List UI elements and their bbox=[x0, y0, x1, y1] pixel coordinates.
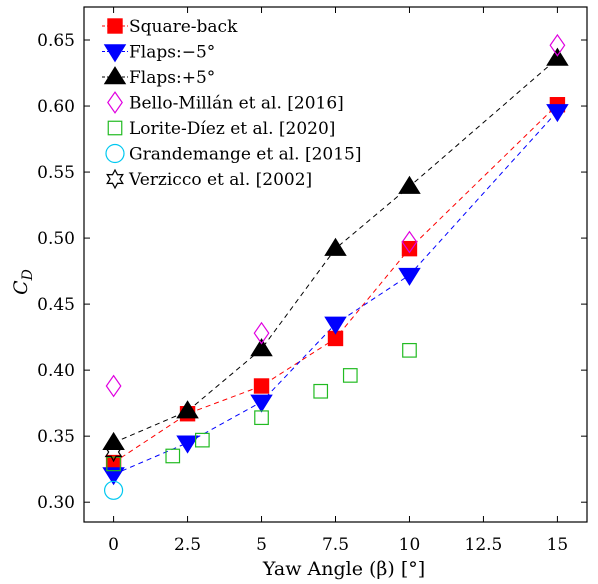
x-tick-label: 0 bbox=[108, 535, 119, 555]
x-axis-ticks: 0 2.5 5 7.5 10 12.5 15 bbox=[108, 7, 568, 555]
legend-marker-4 bbox=[107, 120, 123, 136]
y-tick-label: 0.45 bbox=[37, 295, 75, 315]
legend-marker-1 bbox=[103, 44, 127, 63]
data-point-s2-4 bbox=[398, 175, 421, 194]
data-point-s1-1 bbox=[176, 435, 199, 454]
y-tick-label: 0.60 bbox=[37, 97, 75, 117]
x-tick-label: 5 bbox=[256, 535, 267, 555]
data-point-s5-0 bbox=[103, 480, 124, 500]
data-point-s1-2 bbox=[250, 394, 273, 413]
y-tick-label: 0.65 bbox=[37, 31, 75, 51]
legend-label-3: Bello-Millán et al. [2016] bbox=[129, 94, 344, 114]
y-tick-label: 0.35 bbox=[37, 427, 75, 447]
legend-marker-6 bbox=[106, 168, 124, 190]
data-point-s4-5 bbox=[342, 368, 358, 383]
legend-label-5: Grandemange et al. [2015] bbox=[129, 145, 362, 165]
legend-label-6: Verzicco et al. [2002] bbox=[128, 170, 312, 190]
data-point-s4-3 bbox=[254, 410, 269, 426]
legend-marker-2 bbox=[103, 66, 127, 85]
legend: Square-back Flaps:−5° Flaps:+5° Bello-Millá… bbox=[102, 17, 362, 190]
x-tick-label: 2.5 bbox=[174, 535, 201, 555]
data-point-s3-2 bbox=[401, 230, 418, 254]
data-markers bbox=[102, 33, 569, 500]
data-point-s0-4 bbox=[401, 240, 418, 257]
data-point-s2-5 bbox=[546, 47, 569, 66]
data-point-s2-3 bbox=[324, 237, 347, 256]
y-axis-ticks: 0.30 0.35 0.40 0.45 0.50 0.55 0.60 0.65 bbox=[37, 31, 587, 513]
data-point-s4-1 bbox=[165, 448, 181, 464]
data-point-s3-3 bbox=[549, 33, 566, 57]
data-point-s1-3 bbox=[324, 316, 347, 335]
y-axis-title-text: CD bbox=[10, 269, 36, 295]
legend-label-2: Flaps:+5° bbox=[129, 68, 215, 88]
series-line-2 bbox=[113, 58, 558, 444]
x-tick-label: 7.5 bbox=[322, 535, 349, 555]
y-tick-label: 0.30 bbox=[37, 493, 75, 513]
data-point-s1-0 bbox=[102, 467, 125, 486]
data-point-s4-4 bbox=[313, 383, 329, 399]
x-tick-label: 15 bbox=[547, 535, 569, 555]
y-axis-title: CD bbox=[10, 269, 36, 295]
legend-label-4: Lorite-Díez et al. [2020] bbox=[129, 119, 335, 139]
legend-label-1: Flaps:−5° bbox=[129, 43, 215, 63]
data-point-s4-6 bbox=[402, 342, 417, 358]
data-point-s1-4 bbox=[398, 267, 421, 286]
data-point-s6-0 bbox=[104, 441, 123, 463]
y-tick-label: 0.40 bbox=[37, 361, 75, 381]
x-tick-label: 10 bbox=[399, 535, 421, 555]
x-axis-title: Yaw Angle (β) [°] bbox=[262, 558, 425, 580]
legend-marker-0 bbox=[107, 18, 123, 34]
series-line-1 bbox=[113, 110, 558, 475]
data-point-s4-2 bbox=[195, 432, 210, 448]
y-tick-label: 0.50 bbox=[37, 229, 75, 249]
data-point-s2-1 bbox=[176, 400, 199, 419]
data-point-s2-2 bbox=[250, 338, 273, 357]
data-point-s3-0 bbox=[105, 374, 122, 398]
data-point-s4-0 bbox=[106, 456, 121, 472]
data-point-s3-1 bbox=[253, 321, 270, 345]
legend-label-0: Square-back bbox=[129, 17, 238, 37]
series-lines bbox=[113, 58, 558, 475]
y-tick-label: 0.55 bbox=[37, 163, 75, 183]
data-point-s2-0 bbox=[102, 431, 125, 451]
legend-marker-5 bbox=[105, 143, 125, 164]
x-tick-label: 12.5 bbox=[465, 535, 503, 555]
legend-marker-3 bbox=[107, 91, 123, 114]
data-point-s0-2 bbox=[253, 378, 270, 394]
data-point-s1-5 bbox=[546, 104, 569, 123]
